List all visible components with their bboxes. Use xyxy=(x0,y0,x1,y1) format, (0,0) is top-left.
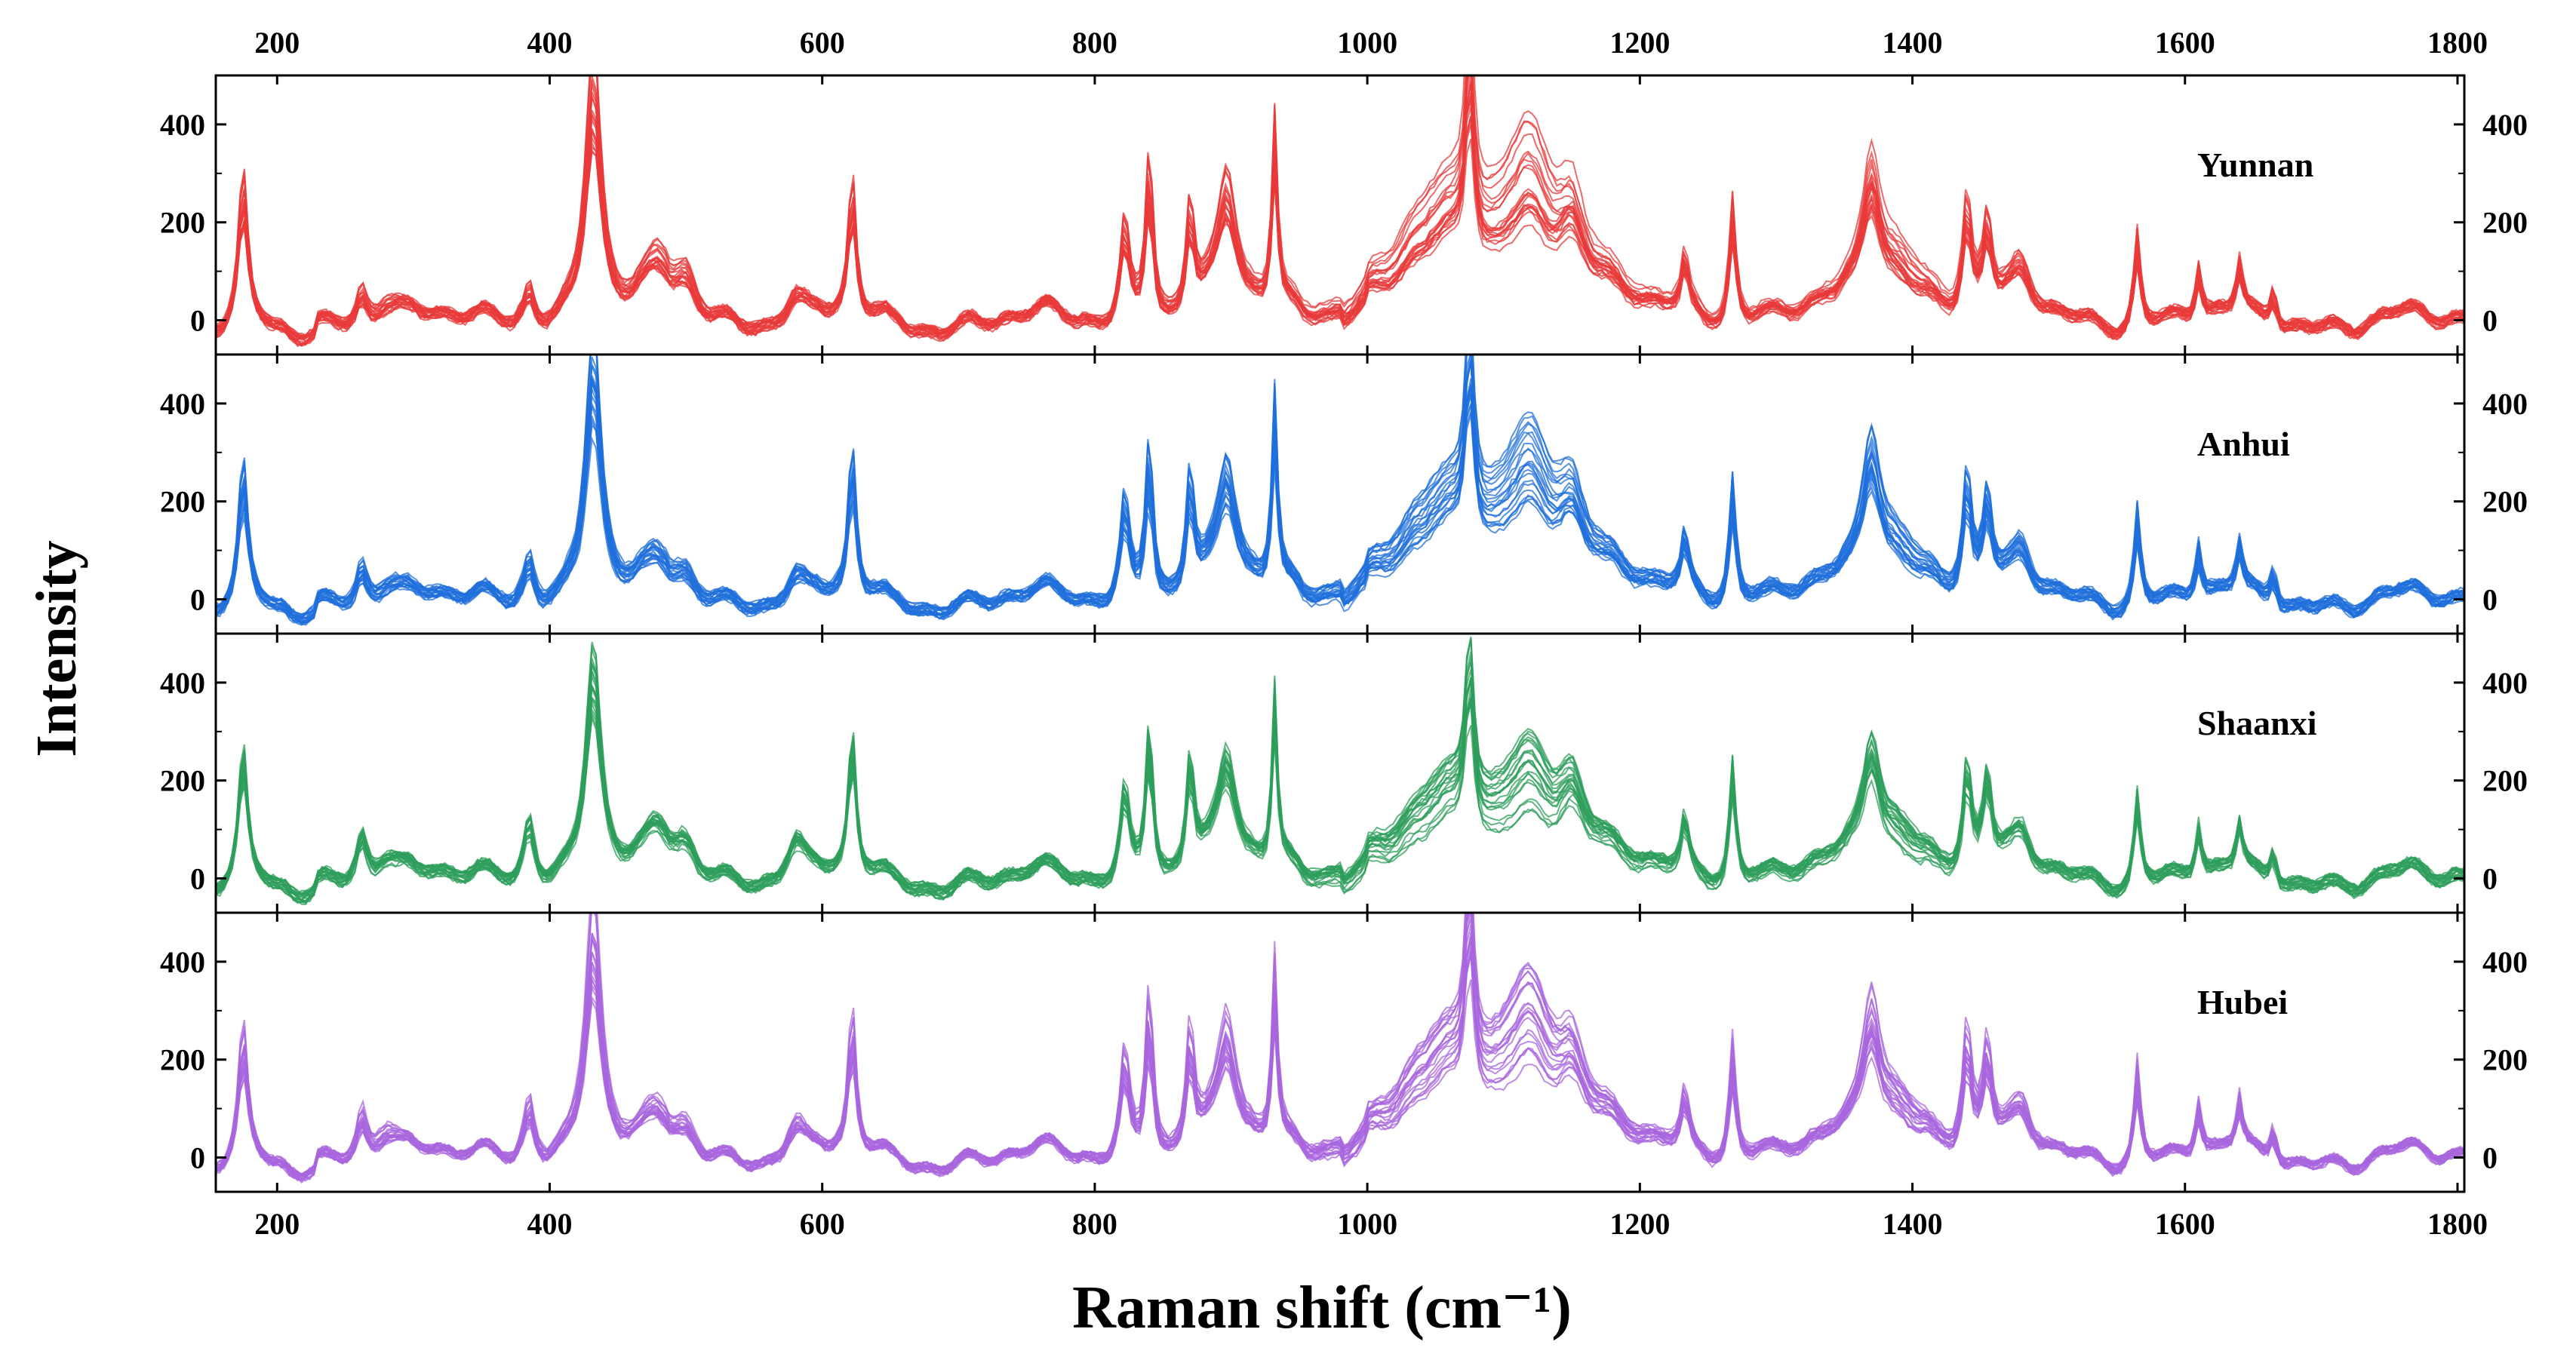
series-line xyxy=(216,913,2464,1175)
series-line xyxy=(216,361,2464,617)
y-tick-label-right: 200 xyxy=(2482,764,2528,798)
series-line xyxy=(216,75,2464,341)
y-tick-label-left: 0 xyxy=(190,1141,205,1175)
x-tick-label-top: 600 xyxy=(800,26,845,60)
x-tick-label-top: 1400 xyxy=(1883,26,1943,60)
x-tick-label-top: 800 xyxy=(1072,26,1117,60)
series-line xyxy=(216,662,2464,896)
y-tick-label-left: 200 xyxy=(160,485,205,519)
series-line xyxy=(216,678,2464,895)
series-line xyxy=(216,75,2464,338)
series-line xyxy=(216,361,2464,617)
y-tick-label-right: 400 xyxy=(2482,945,2528,979)
panel-anhui: 0 0 200 200 400 400 Anhui xyxy=(160,353,2528,635)
y-tick-label-right: 400 xyxy=(2482,108,2528,142)
y-tick-label-left: 0 xyxy=(190,583,205,617)
series-line xyxy=(216,385,2464,623)
y-tick-label-left: 0 xyxy=(190,304,205,338)
x-tick-label-bottom: 600 xyxy=(800,1207,845,1241)
series-line xyxy=(216,355,2464,619)
panel-label-shaanxi: Shaanxi xyxy=(2197,704,2317,742)
y-tick-label-right: 400 xyxy=(2482,666,2528,700)
x-tick-label-bottom: 1400 xyxy=(1883,1207,1943,1241)
panel-frame xyxy=(214,911,2466,1193)
y-tick-label-right: 200 xyxy=(2482,206,2528,240)
x-tick-label-bottom: 1600 xyxy=(2155,1207,2215,1241)
y-tick-label-left: 0 xyxy=(190,862,205,896)
y-tick-label-left: 200 xyxy=(160,206,205,240)
top-x-tick-labels: 200 400 600 800 1000 1200 1400 1600 1800 xyxy=(254,26,2488,60)
bottom-x-tick-labels: 200 400 600 800 1000 1200 1400 1600 1800 xyxy=(254,1207,2488,1241)
series-line xyxy=(216,913,2464,1176)
x-tick-label-top: 1000 xyxy=(1337,26,1397,60)
panel-shaanxi: 0 0 200 200 400 400 Shaanxi xyxy=(160,632,2528,914)
y-tick-label-left: 200 xyxy=(160,1043,205,1077)
x-tick-label-bottom: 400 xyxy=(527,1207,572,1241)
series-line xyxy=(216,662,2464,896)
series-line xyxy=(216,81,2464,338)
series-line xyxy=(216,355,2464,619)
series-line xyxy=(216,640,2464,895)
series-line xyxy=(216,95,2464,339)
series-line xyxy=(216,355,2464,620)
series-line xyxy=(216,913,2464,1177)
x-tick-label-top: 400 xyxy=(527,26,572,60)
x-tick-label-bottom: 1800 xyxy=(2427,1207,2488,1241)
series-line xyxy=(216,704,2464,896)
y-tick-label-left: 400 xyxy=(160,387,205,421)
series-group xyxy=(216,913,2464,1184)
panel-label-yunnan: Yunnan xyxy=(2197,146,2313,184)
y-tick-label-right: 0 xyxy=(2482,862,2498,896)
y-axis-label: Intensity xyxy=(25,540,88,757)
series-group xyxy=(216,75,2464,348)
series-line xyxy=(216,919,2464,1177)
series-line xyxy=(216,913,2464,1182)
series-line xyxy=(216,913,2464,1178)
series-line xyxy=(216,75,2464,339)
panel-label-hubei: Hubei xyxy=(2197,983,2288,1021)
x-tick-label-top: 200 xyxy=(254,26,300,60)
y-tick-label-right: 400 xyxy=(2482,387,2528,421)
y-tick-label-right: 0 xyxy=(2482,304,2498,338)
series-line xyxy=(216,699,2464,904)
series-line xyxy=(216,658,2464,898)
x-tick-label-top: 1600 xyxy=(2155,26,2215,60)
x-tick-label-bottom: 800 xyxy=(1072,1207,1117,1241)
x-tick-label-top: 1800 xyxy=(2427,26,2488,60)
x-tick-label-bottom: 1200 xyxy=(1609,1207,1670,1241)
panel-hubei: 0 0 200 200 400 400 Hubei xyxy=(160,911,2528,1193)
y-tick-label-left: 400 xyxy=(160,945,205,979)
y-tick-label-right: 200 xyxy=(2482,1043,2528,1077)
series-line xyxy=(216,355,2464,621)
x-axis-label: Raman shift (cm⁻¹) xyxy=(1072,1275,1572,1341)
x-tick-label-top: 1200 xyxy=(1609,26,1670,60)
panel-label-anhui: Anhui xyxy=(2197,425,2290,463)
x-tick-label-bottom: 1000 xyxy=(1337,1207,1397,1241)
y-tick-label-left: 400 xyxy=(160,666,205,700)
series-group xyxy=(216,636,2464,906)
y-tick-label-right: 200 xyxy=(2482,485,2528,519)
y-tick-label-right: 0 xyxy=(2482,583,2498,617)
series-line xyxy=(216,75,2464,339)
series-group xyxy=(216,355,2464,626)
series-line xyxy=(216,355,2464,615)
y-tick-label-left: 200 xyxy=(160,764,205,798)
series-line xyxy=(216,913,2464,1175)
y-tick-label-right: 0 xyxy=(2482,1141,2498,1175)
x-tick-label-bottom: 200 xyxy=(254,1207,300,1241)
y-tick-label-left: 400 xyxy=(160,108,205,142)
series-line xyxy=(216,913,2464,1177)
